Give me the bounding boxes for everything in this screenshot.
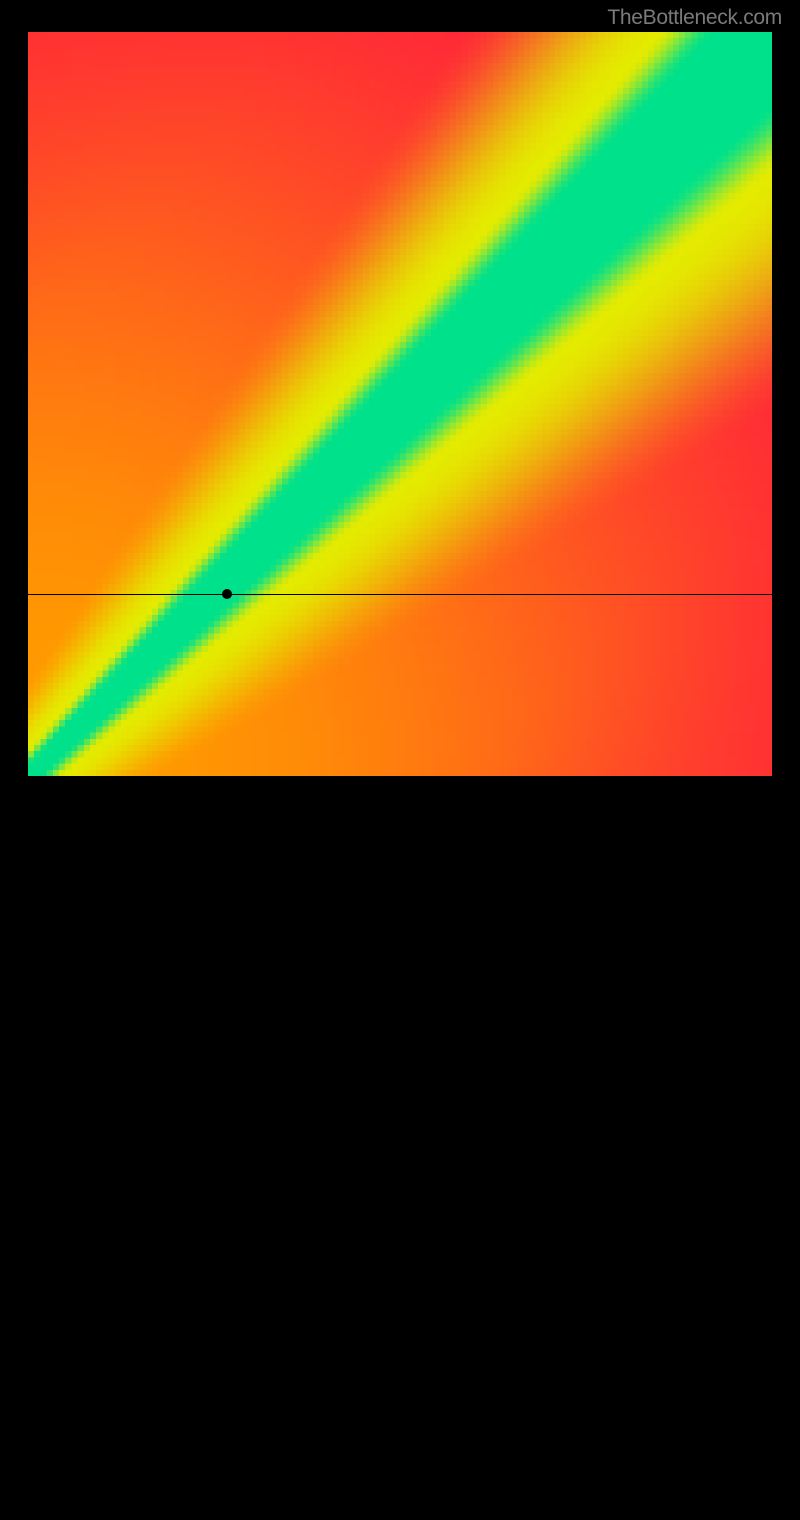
crosshair-horizontal bbox=[28, 594, 772, 595]
crosshair-vertical bbox=[227, 776, 228, 1520]
crosshair-marker bbox=[222, 589, 232, 599]
heatmap-plot bbox=[28, 32, 772, 776]
heatmap-canvas bbox=[28, 32, 772, 776]
watermark-text: TheBottleneck.com bbox=[607, 6, 782, 30]
